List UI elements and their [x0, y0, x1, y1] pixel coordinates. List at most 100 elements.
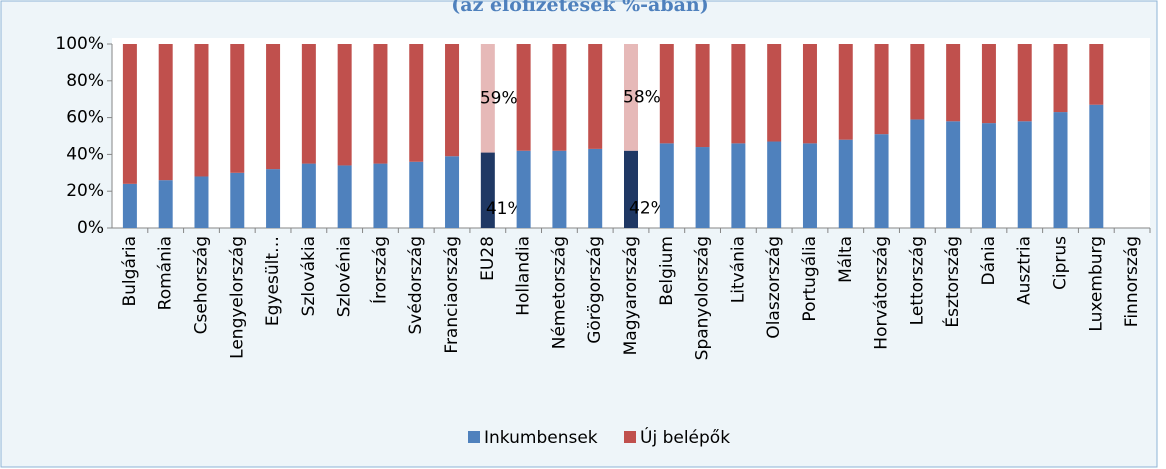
x-tick-label: Lettország — [907, 236, 927, 325]
x-tick-label: Dánia — [979, 236, 999, 285]
bar-segment — [122, 44, 137, 184]
x-tick-label: Hollandia — [514, 236, 534, 316]
bar-segment — [874, 134, 889, 228]
x-tick-label: Németország — [549, 236, 569, 349]
bar-segment — [1053, 44, 1068, 113]
y-tick-label: 20% — [66, 181, 104, 201]
data-label: 59% — [480, 88, 518, 108]
x-tick-label: Románia — [156, 236, 176, 310]
x-tick-label: Horvátország — [872, 236, 892, 350]
x-tick-label: Finnország — [1122, 236, 1142, 327]
y-tick-label: 40% — [66, 144, 104, 164]
bar-segment — [301, 44, 316, 164]
bar-segment — [874, 44, 889, 135]
bar-segment — [767, 141, 782, 228]
bar-segment — [552, 150, 567, 228]
x-tick-label: Bulgária — [120, 236, 140, 307]
bar-segment — [158, 44, 173, 181]
bar-segment — [409, 44, 424, 162]
bar-segment — [266, 169, 281, 228]
bar-segment — [158, 180, 173, 228]
bar-segment — [981, 44, 996, 124]
x-tick-label: Luxemburg — [1086, 236, 1106, 332]
data-label: 41% — [486, 199, 524, 219]
bar-segment — [230, 172, 245, 228]
x-tick-label: Csehország — [191, 236, 211, 334]
data-label: 42% — [629, 199, 667, 219]
bar-segment — [266, 44, 281, 170]
bar-segment — [1089, 44, 1104, 105]
x-tick-label: EU28 — [478, 236, 498, 281]
x-tick-label: Lengyelország — [227, 236, 247, 359]
x-tick-label: Olaszország — [764, 236, 784, 339]
x-tick-label: Szlovákia — [299, 236, 319, 316]
bar-segment — [552, 44, 567, 151]
x-tick-label: Szlovénia — [335, 236, 355, 317]
bar-segment — [194, 176, 209, 228]
bar-segment — [445, 156, 460, 228]
bar-segment — [802, 44, 817, 144]
y-tick-label: 80% — [66, 71, 104, 91]
bar-segment — [480, 44, 495, 153]
legend-label: Új belépők — [640, 426, 730, 448]
bar-segment — [910, 44, 925, 120]
bar-segment — [659, 143, 674, 228]
x-tick-label: Spanyolország — [693, 236, 713, 360]
bar-segment — [946, 121, 961, 228]
x-tick-label: Görögország — [585, 236, 605, 344]
bar-segment — [910, 119, 925, 228]
legend-swatch — [624, 431, 636, 443]
bar-segment — [624, 44, 638, 151]
x-tick-label: Franciaország — [442, 236, 462, 354]
bar-segment — [588, 44, 603, 149]
legend-label: Inkumbensek — [484, 428, 598, 448]
bar-segment — [802, 143, 817, 228]
bar-segment — [731, 44, 746, 144]
bar-segment — [624, 150, 638, 228]
chart-title: (az előfizetések %-ában) — [451, 0, 708, 16]
y-tick-label: 0% — [77, 218, 104, 238]
bar-segment — [946, 44, 961, 122]
bar-segment — [337, 165, 352, 228]
data-label: 58% — [623, 87, 661, 107]
x-tick-label: Portugália — [800, 236, 820, 322]
legend-swatch — [468, 431, 480, 443]
x-tick-label: Belgium — [657, 236, 677, 306]
x-tick-label: Írország — [368, 236, 390, 304]
bar-segment — [373, 44, 388, 164]
bar-segment — [445, 44, 460, 157]
bar-segment — [1017, 121, 1032, 228]
x-tick-label: Ausztria — [1015, 236, 1035, 305]
bar-segment — [695, 44, 710, 148]
bar-segment — [516, 44, 531, 151]
x-tick-label: Ciprus — [1051, 236, 1071, 290]
bar-segment — [1017, 44, 1032, 122]
x-tick-label: Egyesült… — [263, 236, 283, 326]
x-tick-label: Málta — [836, 236, 856, 283]
x-tick-label: Svédország — [406, 236, 426, 334]
bar-segment — [731, 143, 746, 228]
bar-segment — [301, 163, 316, 228]
x-tick-label: Litvánia — [728, 236, 748, 303]
bar-segment — [409, 161, 424, 228]
y-tick-label: 60% — [66, 108, 104, 128]
bar-segment — [1089, 104, 1104, 228]
bar-segment — [838, 44, 853, 140]
bar-segment — [1053, 112, 1068, 228]
bar-segment — [659, 44, 674, 144]
bar-segment — [194, 44, 209, 177]
bar-segment — [337, 44, 352, 166]
bar-segment — [767, 44, 782, 142]
bar-segment — [122, 183, 137, 228]
bar-segment — [981, 123, 996, 228]
bar-segment — [695, 147, 710, 228]
bar-segment — [588, 148, 603, 228]
bar-segment — [230, 44, 245, 173]
x-tick-label: Észtország — [941, 236, 963, 328]
bar-segment — [480, 152, 495, 228]
bar-segment — [516, 150, 531, 228]
bar-segment — [838, 139, 853, 228]
y-tick-label: 100% — [55, 34, 104, 54]
x-tick-label: Magyarország — [621, 236, 641, 355]
